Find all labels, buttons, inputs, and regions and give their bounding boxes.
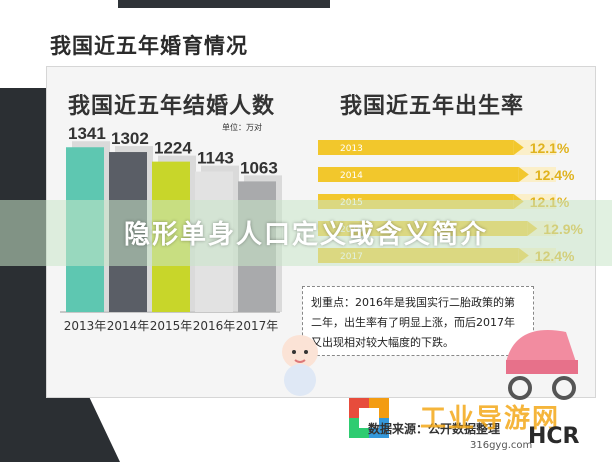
marriage-year-label: 2015年 (150, 319, 193, 333)
birthrate-year-label: 2014 (340, 171, 363, 181)
birthrate-chart-title: 我国近五年出生率 (340, 94, 525, 119)
birthrate-bar-tip (518, 167, 529, 182)
marriage-value-label: 1341 (68, 124, 106, 143)
marriage-chart-unit: 单位：万对 (222, 123, 262, 132)
stroller-illustration (506, 330, 578, 400)
birthrate-bar (318, 167, 519, 182)
marriage-year-label: 2016年 (193, 319, 236, 333)
marriage-year-label: 2013年 (64, 319, 107, 333)
birthrate-bar (318, 140, 514, 155)
birthrate-year-label: 2013 (340, 144, 363, 154)
birthrate-bar-tip (513, 140, 524, 155)
title-banner (0, 200, 612, 266)
note-text: 划重点：2016年是我国实行二胎政策的第二年，出生率有了明显上涨，而后2017年… (311, 296, 515, 349)
watermark-site: 316gyg.com (470, 440, 533, 451)
marriage-value-label: 1143 (197, 149, 234, 168)
data-source: 数据来源：公开数据整理 (368, 422, 501, 436)
source-logo-icon (349, 398, 389, 438)
top-bar (118, 0, 330, 8)
marriage-year-label: 2017年 (236, 319, 279, 333)
hcr-logo: HCR (528, 424, 580, 449)
note-box: 划重点：2016年是我国实行二胎政策的第二年，出生率有了明显上涨，而后2017年… (302, 286, 534, 356)
baby-illustration (282, 335, 318, 396)
marriage-value-label: 1224 (154, 139, 192, 158)
page-title: 我国近五年婚育情况 (50, 34, 248, 58)
watermark-brand: 工业导游网 (420, 404, 561, 434)
marriage-year-label: 2014年 (107, 319, 150, 333)
birthrate-value-label: 12.4% (535, 167, 575, 183)
marriage-value-label: 1063 (240, 158, 278, 177)
marriage-chart-title: 我国近五年结婚人数 (68, 94, 276, 119)
marriage-value-label: 1302 (111, 129, 149, 148)
banner-title: 隐形单身人口定义或含义简介 (123, 220, 488, 250)
birthrate-value-label: 12.1% (530, 140, 570, 156)
